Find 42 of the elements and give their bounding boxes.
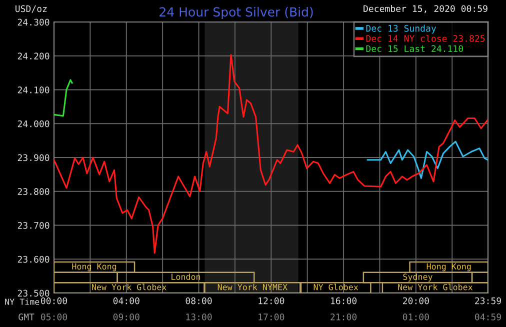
x-tick-label: 16:00 [331, 297, 357, 304]
x-tick-label: 23:59 [475, 297, 501, 304]
annotation: New York NYMEX [218, 284, 288, 290]
annotation: Sydney [403, 273, 432, 282]
annotation: NY Globex [314, 284, 358, 290]
legend-label: Dec 14 NY close 23.825 [366, 34, 485, 42]
x-axis-title: NY Time [5, 298, 40, 305]
x-tick-label: 12:00 [258, 297, 284, 304]
annotation: Hong Kong [426, 263, 471, 272]
y-tick-label: 24.200 [18, 52, 50, 60]
y-tick-label: 23.500 [18, 290, 50, 297]
line-series [54, 79, 73, 117]
chart-title: 24 Hour Spot Silver (Bid) [160, 6, 313, 20]
text: 21:00 [330, 314, 357, 320]
line-series [54, 54, 488, 254]
y-tick-label: 23.800 [18, 188, 50, 195]
y-tick-label: 24.100 [18, 86, 50, 94]
text: 04:59 [475, 314, 501, 320]
legend-label: Dec 15 Last 24.110 [366, 45, 463, 52]
text: 17:00 [258, 314, 284, 320]
y-tick-label: 24.000 [18, 120, 50, 128]
annotation: New York Globex [92, 284, 166, 290]
y-tick-label: 24.300 [18, 18, 50, 26]
annotation: London [172, 273, 200, 280]
text: 05:00 [41, 314, 68, 320]
annotation: Hong Kong [72, 263, 116, 272]
x-tick-label: 04:00 [113, 297, 140, 304]
annotation: New York Globex [398, 284, 473, 290]
legend-label: Dec 13 Sunday [366, 24, 436, 34]
text: 09:00 [113, 314, 140, 320]
y-axis-title: USD/oz [16, 5, 47, 13]
text: December 15, 2020 00:59 [364, 5, 488, 14]
line-series [366, 140, 488, 179]
x-tick-label: 00:00 [41, 297, 68, 304]
text: GMT [18, 314, 34, 320]
y-tick-label: 23.600 [18, 256, 50, 263]
y-tick-label: 23.700 [18, 222, 50, 229]
text: 01:00 [402, 314, 429, 320]
x-tick-label: 08:00 [186, 297, 212, 304]
y-tick-label: 23.900 [18, 154, 50, 162]
x-tick-label: 20:00 [403, 297, 429, 304]
text: 13:00 [186, 314, 212, 320]
